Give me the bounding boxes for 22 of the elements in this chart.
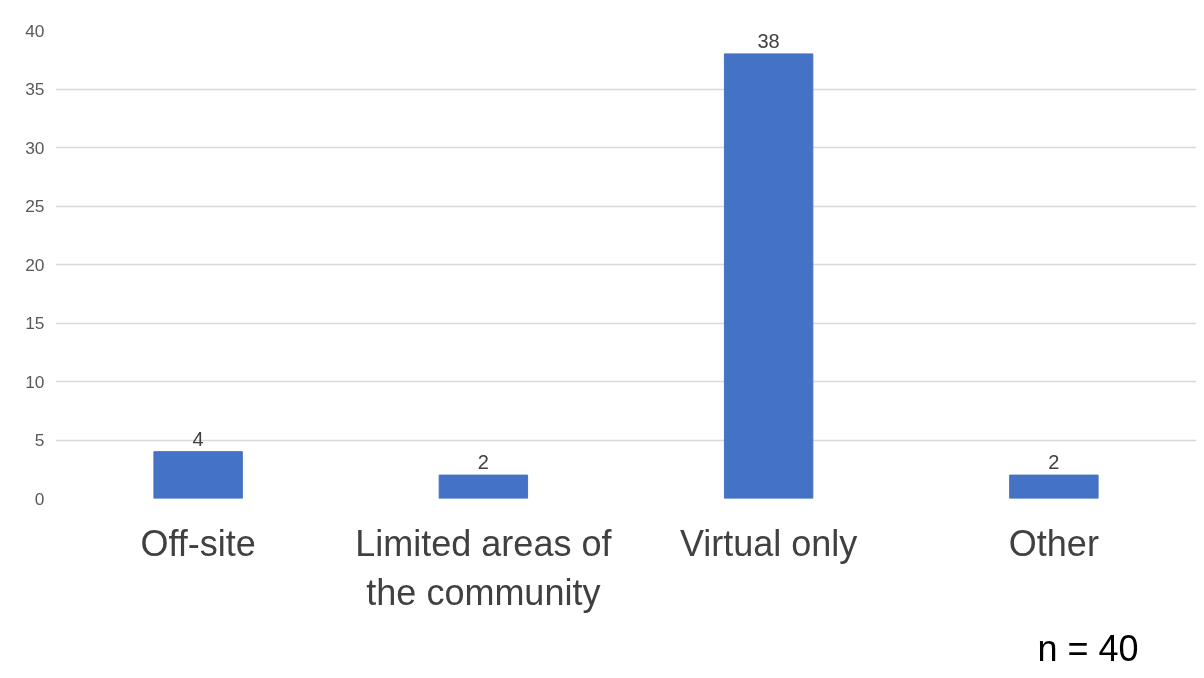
y-tick-label: 5 (34, 430, 45, 450)
data-label: 2 (477, 451, 489, 474)
x-tick-label: Off-site (140, 522, 256, 564)
bar (1009, 474, 1099, 499)
x-tick-label: Virtual only (679, 522, 858, 564)
text: n = 40 (1037, 627, 1139, 669)
data-label: 38 (757, 29, 780, 52)
y-tick-label: 40 (25, 20, 45, 41)
y-tick-label: 10 (25, 371, 45, 392)
y-tick-label: 25 (25, 196, 45, 216)
bar (723, 53, 814, 499)
data-label: 2 (1048, 451, 1060, 474)
data-label: 4 (192, 427, 204, 450)
bar (153, 451, 243, 499)
y-tick-label: 15 (25, 313, 45, 333)
x-tick-label: Other (1008, 522, 1099, 564)
y-tick-label: 30 (25, 137, 45, 158)
bar (438, 474, 529, 499)
y-tick-label: 20 (25, 254, 45, 275)
x-tick-label: Limited areas of the community (355, 522, 613, 613)
y-tick-label: 0 (34, 488, 45, 509)
y-tick-label: 35 (25, 79, 45, 99)
